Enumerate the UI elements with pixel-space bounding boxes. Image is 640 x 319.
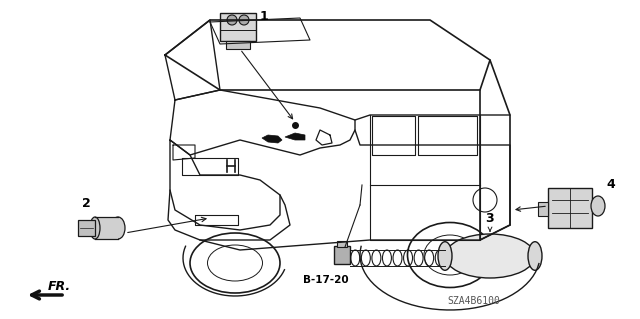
Polygon shape: [285, 133, 305, 140]
Text: 3: 3: [486, 212, 494, 225]
Text: 2: 2: [82, 197, 90, 210]
Ellipse shape: [445, 234, 535, 278]
Ellipse shape: [528, 242, 542, 270]
Text: 1: 1: [260, 11, 269, 24]
Ellipse shape: [438, 242, 452, 270]
Bar: [548, 188, 592, 228]
Ellipse shape: [90, 217, 100, 239]
Ellipse shape: [111, 217, 125, 239]
Bar: [538, 202, 548, 216]
Bar: [337, 241, 347, 247]
Circle shape: [239, 15, 249, 25]
Bar: [95, 217, 118, 239]
FancyBboxPatch shape: [220, 13, 256, 41]
Bar: [334, 246, 350, 264]
Text: B-17-20: B-17-20: [303, 275, 349, 285]
Bar: [226, 41, 250, 49]
Text: 4: 4: [606, 179, 615, 191]
Bar: [78, 220, 95, 236]
Text: SZA4B6100: SZA4B6100: [447, 296, 500, 306]
Ellipse shape: [591, 196, 605, 216]
Polygon shape: [262, 135, 282, 143]
Circle shape: [227, 15, 237, 25]
Text: FR.: FR.: [48, 280, 71, 293]
